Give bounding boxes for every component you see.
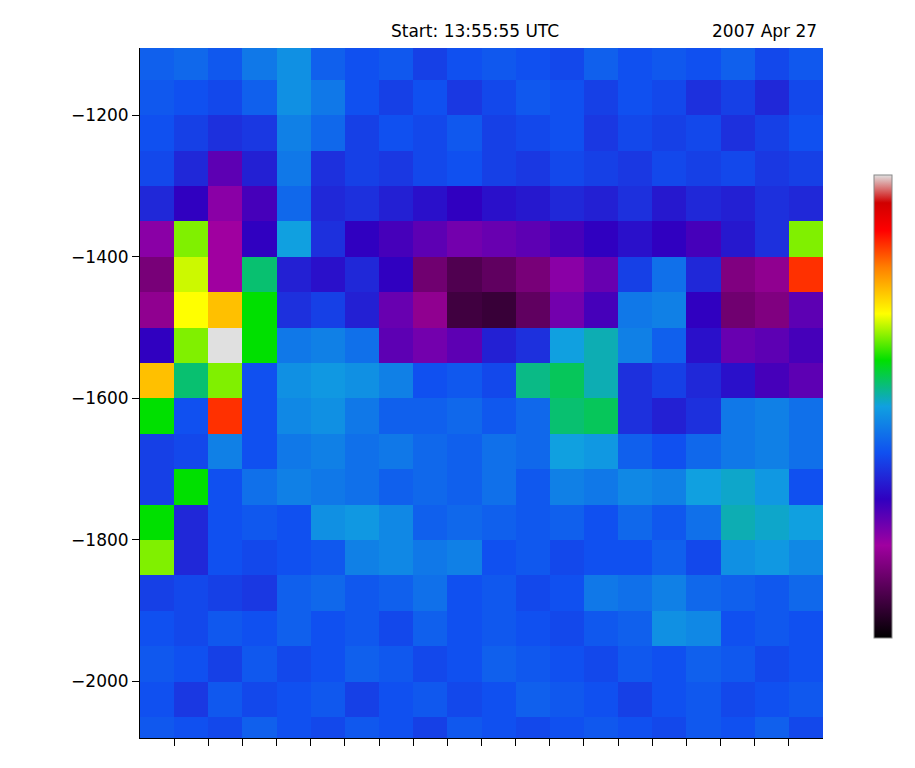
svg-text:−1400: −1400 xyxy=(71,247,129,267)
svg-text:Start: 13:55:55 UTC: Start: 13:55:55 UTC xyxy=(391,21,559,41)
svg-text:−1200: −1200 xyxy=(71,105,129,125)
svg-text:−1600: −1600 xyxy=(71,388,129,408)
svg-text:−1800: −1800 xyxy=(71,530,129,550)
svg-text:−2000: −2000 xyxy=(71,671,129,691)
svg-text:2007 Apr 27: 2007 Apr 27 xyxy=(712,21,817,41)
